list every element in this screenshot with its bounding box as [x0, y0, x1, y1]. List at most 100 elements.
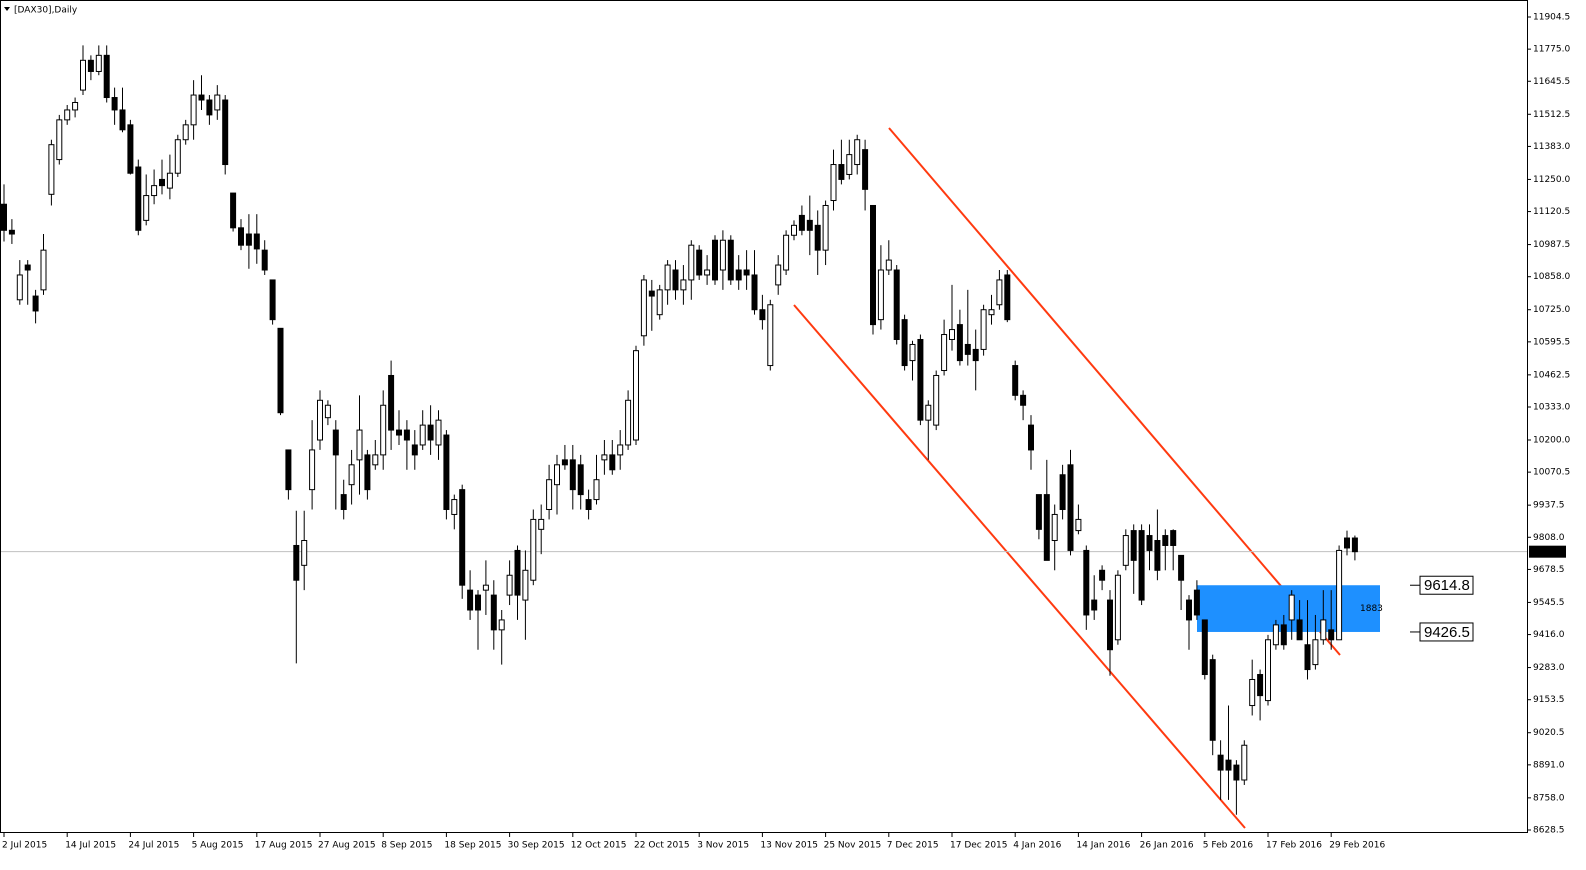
candle-body: [459, 489, 466, 586]
candle-body: [1186, 599, 1192, 621]
candle-body: [1051, 513, 1058, 542]
x-tick-label: 18 Sep 2015: [444, 841, 501, 851]
candle-body: [380, 404, 387, 456]
candle-body: [972, 348, 979, 362]
candle-body: [332, 429, 339, 456]
candle-body: [253, 233, 260, 250]
candle-body: [514, 549, 521, 596]
candle-body: [538, 518, 545, 530]
candle-body: [119, 109, 126, 131]
y-tick-label: 8758.0: [1533, 793, 1565, 803]
candle-body: [530, 518, 537, 581]
candle-body: [1107, 599, 1113, 651]
y-tick-label: 11383.0: [1533, 142, 1570, 152]
candle-body: [356, 429, 363, 461]
candle-body: [625, 399, 632, 446]
candle-body: [467, 589, 474, 611]
candle-body: [245, 233, 252, 246]
candle-body: [1280, 624, 1287, 646]
candle-body: [222, 99, 229, 166]
y-tick-label: 10333.0: [1533, 402, 1570, 412]
candle-body: [143, 195, 150, 221]
candle-body: [16, 274, 23, 301]
candle-body: [806, 219, 813, 231]
candle-body: [1138, 530, 1145, 601]
candle-body: [1257, 674, 1264, 697]
candle-body: [601, 454, 608, 461]
candle-body: [1233, 764, 1240, 781]
x-tick-label: 13 Nov 2015: [760, 841, 818, 851]
candle-body: [1012, 365, 1019, 396]
candle-body: [419, 424, 426, 446]
candle-body: [877, 269, 884, 321]
candle-body: [775, 264, 782, 286]
candle-body: [885, 259, 892, 271]
candle-body: [988, 309, 995, 316]
candle-body: [822, 204, 829, 251]
candle-body: [1272, 624, 1279, 646]
candle-body: [783, 234, 790, 271]
candle-body: [40, 249, 47, 291]
candle-body: [111, 97, 118, 111]
channel-lower: [793, 304, 1246, 829]
candle-body: [664, 264, 671, 291]
y-tick-label: 9153.5: [1533, 695, 1565, 705]
candle-body: [32, 295, 39, 312]
candle-body: [482, 584, 489, 591]
y-tick-label: 8891.0: [1533, 760, 1565, 770]
candle-body: [759, 309, 766, 321]
zone-label-box: [1419, 622, 1474, 642]
y-tick-label: 11512.5: [1533, 110, 1570, 120]
y-tick-label: 9283.0: [1533, 663, 1565, 673]
candle-body: [956, 324, 963, 362]
candle-body: [672, 269, 679, 291]
candle-body: [522, 569, 529, 601]
candle-body: [712, 239, 718, 281]
candle-body: [964, 343, 971, 355]
candle-body: [56, 119, 63, 161]
candle-body: [1083, 549, 1090, 616]
x-tick-label: 30 Sep 2015: [508, 841, 565, 851]
candle-body: [317, 399, 323, 441]
candle-body: [633, 350, 639, 441]
candle-body: [1351, 537, 1358, 553]
y-tick-label: 10987.5: [1533, 240, 1570, 250]
y-tick-label: 10200.0: [1533, 436, 1570, 446]
candle-body: [340, 494, 347, 510]
candle-body: [1020, 394, 1027, 406]
candle-body: [435, 419, 442, 446]
candle-body: [1249, 678, 1256, 707]
candle-body: [941, 334, 948, 372]
candle-body: [230, 192, 237, 229]
candle-body: [1320, 619, 1327, 641]
candle-body: [1028, 424, 1034, 451]
candle-body: [546, 479, 553, 510]
candle-body: [396, 429, 402, 436]
candle-body: [261, 249, 268, 271]
y-tick-label: 10595.5: [1533, 337, 1570, 347]
x-tick-label: 24 Jul 2015: [128, 841, 179, 851]
candle-body: [151, 185, 158, 197]
candle-body: [498, 619, 505, 631]
candle-body: [95, 54, 102, 72]
y-tick-label: 9808.0: [1533, 533, 1565, 543]
candle-body: [743, 269, 750, 276]
candle-body: [1296, 619, 1303, 641]
candle-body: [648, 290, 655, 297]
candle-body: [309, 449, 316, 491]
x-tick-label: 14 Jan 2016: [1076, 841, 1130, 851]
candle-body: [933, 374, 940, 426]
candle-body: [719, 239, 726, 271]
candle-body: [206, 99, 213, 116]
candle-body: [506, 574, 513, 596]
zone-size: 1883: [1360, 604, 1383, 614]
candle-body: [862, 149, 869, 190]
candle-body: [24, 264, 31, 271]
candle-body: [411, 444, 418, 456]
candle-body: [388, 374, 395, 431]
candle-body: [64, 109, 71, 121]
candle-body: [609, 454, 616, 471]
x-tick-label: 29 Feb 2016: [1329, 841, 1385, 851]
candle-body: [214, 94, 221, 111]
